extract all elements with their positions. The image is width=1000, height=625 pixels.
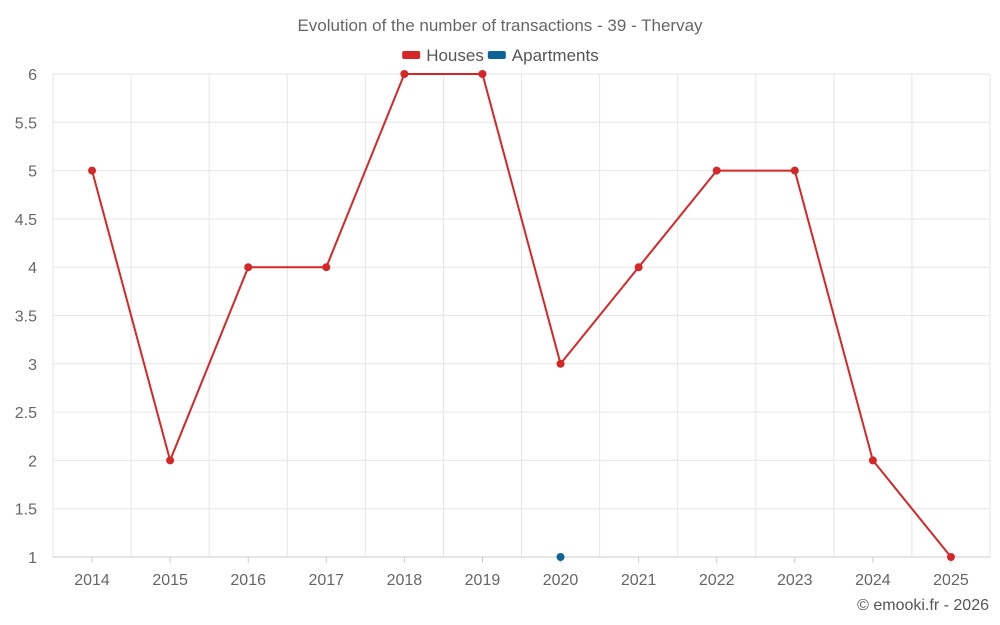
data-point-houses[interactable] — [244, 263, 253, 272]
x-tick-label: 2019 — [465, 572, 501, 589]
grid-layer — [52, 73, 991, 558]
legend-label-houses: Houses — [426, 46, 484, 65]
data-point-houses[interactable] — [400, 70, 409, 78]
y-tick-label: 2.5 — [15, 405, 37, 422]
y-tick-label: 5.5 — [15, 115, 37, 132]
legend-swatch-houses — [402, 51, 421, 59]
x-tick-label: 2014 — [74, 572, 110, 589]
y-tick-label: 2 — [28, 453, 37, 470]
legend: Houses Apartments — [402, 46, 599, 65]
x-tick-label: 2015 — [152, 572, 188, 589]
credit-text: © emooki.fr - 2026 — [857, 597, 989, 614]
x-tick-label: 2022 — [699, 572, 735, 589]
x-tick-label: 2023 — [777, 572, 813, 589]
legend-item-houses[interactable]: Houses — [402, 46, 484, 65]
legend-label-apartments: Apartments — [512, 46, 599, 65]
data-point-apartments[interactable] — [556, 553, 565, 561]
x-tick-label: 2016 — [230, 572, 266, 589]
axis-layer: 1 1.5 2 2.5 3 3.5 4 4.5 5 5.5 6 2014 2015 2016 2017 201… — [15, 67, 990, 589]
data-point-houses[interactable] — [712, 166, 721, 175]
x-tick-label: 2017 — [308, 572, 344, 589]
y-tick-label: 1 — [28, 550, 37, 567]
data-point-houses[interactable] — [634, 263, 643, 272]
series-line-houses — [91, 73, 952, 558]
x-tick-label: 2024 — [855, 572, 891, 589]
series-layer — [88, 70, 955, 561]
y-tick-label: 1.5 — [15, 502, 37, 519]
data-point-houses[interactable] — [478, 70, 487, 78]
x-tick-label: 2020 — [543, 572, 579, 589]
y-tick-label: 5 — [28, 164, 37, 181]
data-point-houses[interactable] — [166, 456, 175, 465]
x-tick-label: 2018 — [387, 572, 423, 589]
data-point-houses[interactable] — [868, 456, 877, 465]
legend-swatch-apartments — [487, 51, 506, 59]
x-tick-label: 2021 — [621, 572, 657, 589]
y-tick-label: 3 — [28, 357, 37, 374]
data-point-houses[interactable] — [790, 166, 799, 175]
data-point-houses[interactable] — [322, 263, 331, 272]
data-point-houses[interactable] — [88, 166, 97, 175]
legend-item-apartments[interactable]: Apartments — [487, 46, 599, 65]
y-tick-label: 4.5 — [15, 212, 37, 229]
data-point-houses[interactable] — [946, 553, 955, 561]
chart-title: Evolution of the number of transactions … — [297, 16, 703, 35]
y-tick-label: 4 — [28, 260, 37, 277]
y-tick-label: 6 — [28, 67, 37, 84]
y-tick-label: 3.5 — [15, 309, 37, 326]
x-tick-label: 2025 — [933, 572, 969, 589]
data-point-houses[interactable] — [556, 359, 565, 368]
